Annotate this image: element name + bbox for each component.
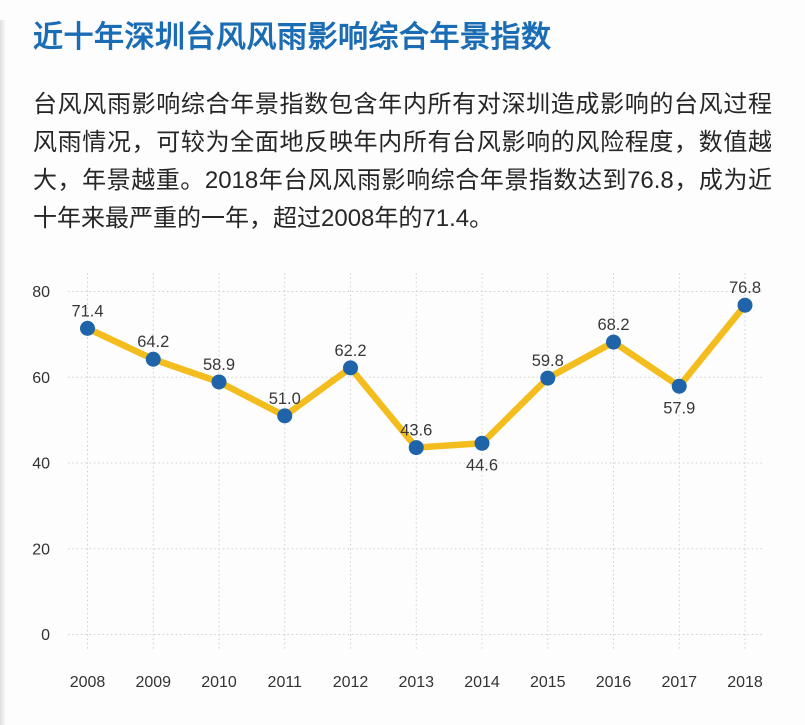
chart-canvas: 0 20 40 60 80 2008 2009 2010 2011 2012 2013 2014 201… [32,273,764,691]
data-label: 64.2 [137,333,169,351]
data-label: 58.9 [203,356,235,374]
data-point [277,408,293,424]
data-label: 62.2 [334,342,366,360]
data-point [737,297,753,313]
page-title: 近十年深圳台风风雨影响综合年景指数 [33,21,552,54]
data-point [343,360,358,376]
x-axis-year-label: 2009 [135,674,171,691]
data-point [671,378,687,394]
x-axis-year-label: 2012 [333,674,369,691]
description-paragraph: 台风风雨影响综合年景指数包含年内所有对深圳造成影响的台风过程风雨情况，可较为全面… [33,91,772,232]
data-point [474,435,490,451]
y-axis-tick-label: 60 [32,370,50,387]
data-label: 43.6 [400,422,432,440]
data-point [211,374,227,390]
x-axis-year-label: 2011 [268,674,303,691]
data-point [145,351,161,367]
x-axis-year-label: 2014 [464,674,500,691]
y-axis-tick-label: 80 [32,284,50,301]
x-axis-year-label: 2015 [530,674,566,691]
article-page: 近十年深圳台风风雨影响综合年景指数 台风风雨影响综合年景指数包含年内所有对深圳造… [0,20,805,725]
y-axis-tick-label: 40 [32,456,50,473]
data-label: 59.8 [532,352,564,370]
x-axis-year-label: 2017 [661,674,697,691]
x-axis-year-label: 2018 [727,674,763,691]
page-left-edge [0,20,6,725]
data-label: 57.9 [663,399,695,417]
x-axis-year-label: 2010 [201,674,237,691]
y-axis-tick-label: 0 [41,627,50,644]
data-label: 76.8 [729,279,761,297]
data-label: 68.2 [597,316,629,334]
data-point [408,440,424,456]
y-axis-tick-label: 20 [32,541,50,558]
x-axis-year-label: 2013 [398,674,434,691]
data-label: 51.0 [269,390,301,408]
data-label: 71.4 [71,302,103,320]
x-axis-year-label: 2008 [70,674,106,691]
typhoon-index-line-chart: 0 20 40 60 80 2008 2009 2010 2011 2012 2013 2014 201… [0,255,805,725]
data-point [540,370,556,386]
data-point [80,320,95,336]
x-axis-year-label: 2016 [596,674,632,691]
data-label: 44.6 [466,456,498,474]
data-point [606,334,621,350]
